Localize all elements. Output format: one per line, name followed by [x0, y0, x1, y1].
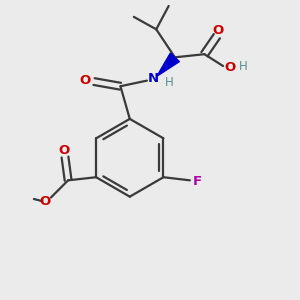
Text: O: O — [39, 195, 50, 208]
Text: H: H — [239, 59, 248, 73]
Text: F: F — [193, 175, 202, 188]
Text: H: H — [165, 76, 174, 89]
Text: O: O — [224, 61, 236, 74]
Polygon shape — [157, 53, 179, 76]
Text: O: O — [80, 74, 91, 87]
Text: O: O — [58, 144, 69, 157]
Text: N: N — [148, 72, 159, 85]
Text: O: O — [213, 24, 224, 37]
